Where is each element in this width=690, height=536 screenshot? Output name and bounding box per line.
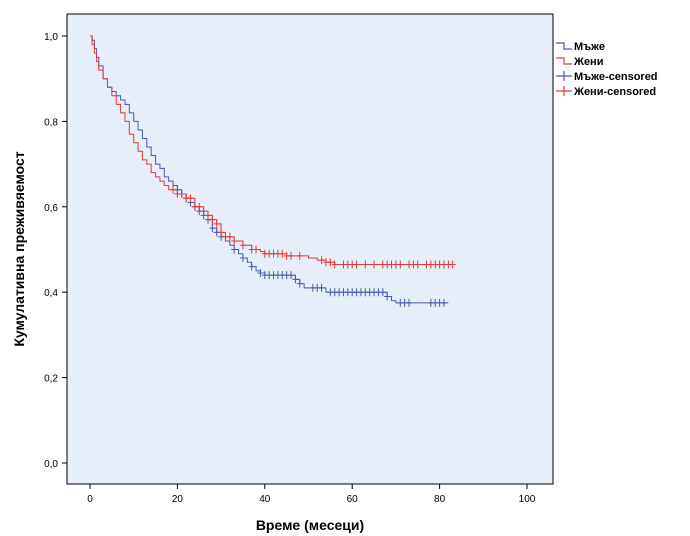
y-tick-label: 0,2: [44, 374, 58, 385]
censor-mark: [353, 260, 360, 269]
x-tick-label: 100: [519, 494, 536, 505]
legend-label: Мъже: [574, 41, 605, 53]
censor-mark: [239, 241, 246, 250]
censor-mark: [327, 258, 334, 267]
censor-mark: [239, 254, 246, 263]
censor-mark: [397, 260, 404, 269]
y-tick-label: 0,4: [44, 288, 58, 299]
y-tick-label: 0,0: [44, 459, 58, 470]
legend-item: Жени-censored: [556, 86, 656, 98]
legend-label: Мъже-censored: [574, 71, 658, 83]
censor-mark: [296, 251, 303, 260]
censor-mark: [318, 283, 325, 292]
legend-item: Мъже-censored: [556, 71, 658, 83]
y-tick-label: 1,0: [44, 32, 58, 43]
censor-mark: [384, 292, 391, 301]
censor-mark: [200, 207, 207, 216]
censor-mark: [379, 288, 386, 297]
legend-label: Жени: [573, 56, 603, 68]
legend-item: Мъже: [556, 41, 605, 53]
x-tick-label: 0: [87, 494, 93, 505]
censor-mark: [292, 275, 299, 284]
legend-label: Жени-censored: [573, 86, 656, 98]
censor-mark: [178, 189, 185, 198]
censor-mark: [288, 251, 295, 260]
x-tick-label: 20: [172, 494, 184, 505]
censor-mark: [253, 245, 260, 254]
censor-mark: [209, 215, 216, 224]
censor-mark: [196, 202, 203, 211]
censor-mark: [218, 228, 225, 237]
censor-mark: [209, 224, 216, 233]
censor-mark: [406, 298, 413, 307]
censor-mark: [170, 185, 177, 194]
censor-mark: [440, 298, 447, 307]
y-tick-label: 0,8: [44, 117, 58, 128]
legend-censor-swatch: [556, 71, 572, 81]
legend-step-swatch: [556, 42, 572, 50]
x-tick-label: 40: [259, 494, 271, 505]
y-tick-label: 0,6: [44, 203, 58, 214]
censor-mark: [331, 260, 338, 269]
censor-mark: [414, 260, 421, 269]
censor-mark: [226, 232, 233, 241]
censor-mark: [449, 260, 456, 269]
legend-censor-swatch: [556, 86, 572, 96]
legend-step-swatch: [556, 57, 572, 65]
censor-mark: [231, 245, 238, 254]
y-axis: 0,0 0,2 0,4 0,6 0,8 1,0: [44, 32, 67, 470]
x-tick-label: 80: [434, 494, 446, 505]
censor-mark: [187, 194, 194, 203]
censor-mark: [248, 262, 255, 271]
plot-area: [66, 13, 554, 485]
y-axis-title: Кумулативна преживяемост: [11, 151, 27, 346]
legend: Мъже Жени Мъже-censored Жени-censored: [556, 41, 658, 98]
censor-mark: [288, 271, 295, 280]
x-axis-title: Време (месеци): [256, 517, 364, 533]
censor-mark: [279, 249, 286, 258]
censor-mark: [318, 256, 325, 265]
censor-mark: [231, 236, 238, 245]
censor-mark: [213, 219, 220, 228]
censor-mark: [257, 268, 264, 277]
censor-mark: [362, 260, 369, 269]
censor-mark: [296, 279, 303, 288]
x-tick-label: 60: [347, 494, 359, 505]
censor-mark: [204, 211, 211, 220]
legend-item: Жени: [556, 56, 603, 68]
series-layer: [90, 35, 456, 307]
censor-mark: [371, 260, 378, 269]
x-axis: 0 20 40 60 80 100: [87, 484, 536, 505]
